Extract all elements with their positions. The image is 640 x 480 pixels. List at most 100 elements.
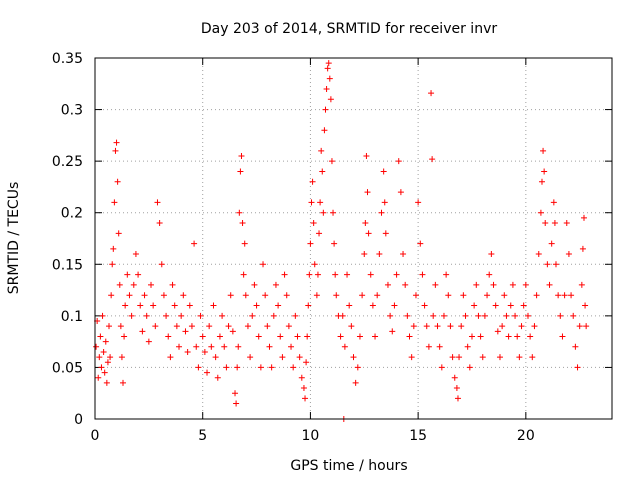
data-point — [533, 292, 540, 299]
data-point — [212, 354, 219, 361]
data-point — [544, 261, 551, 268]
data-point — [538, 178, 545, 185]
x-axis-label: GPS time / hours — [290, 458, 407, 474]
data-point — [339, 312, 346, 319]
data-point — [171, 302, 178, 309]
data-point — [512, 312, 519, 319]
data-point — [505, 333, 512, 340]
data-point — [524, 312, 531, 319]
data-point — [563, 220, 570, 227]
data-point — [106, 323, 113, 330]
data-point — [464, 343, 471, 350]
data-point — [210, 302, 217, 309]
data-point — [145, 338, 152, 345]
data-point — [120, 379, 127, 386]
data-point — [239, 220, 246, 227]
data-point — [410, 323, 417, 330]
data-point — [348, 323, 355, 330]
data-point — [516, 354, 523, 361]
data-point — [141, 292, 148, 299]
data-point — [475, 312, 482, 319]
data-point — [201, 348, 208, 355]
data-point — [178, 312, 185, 319]
data-point — [421, 302, 428, 309]
x-tick-label: 5 — [198, 428, 207, 444]
data-point — [417, 240, 424, 247]
data-point — [430, 312, 437, 319]
data-point — [391, 302, 398, 309]
data-point — [103, 379, 110, 386]
data-point — [356, 333, 363, 340]
data-point — [471, 302, 478, 309]
data-point — [235, 343, 242, 350]
data-point — [365, 230, 372, 237]
data-point — [306, 271, 313, 278]
data-point — [325, 60, 332, 67]
data-point — [389, 328, 396, 335]
data-point — [363, 152, 370, 159]
data-point — [537, 209, 544, 216]
data-point — [522, 281, 529, 288]
data-point — [406, 333, 413, 340]
data-point — [262, 292, 269, 299]
data-point — [143, 312, 150, 319]
data-point — [101, 369, 108, 376]
data-point — [565, 250, 572, 257]
data-point — [310, 220, 317, 227]
data-point — [535, 250, 542, 257]
y-axis-ticks: 0 0.05 0.1 0.15 0.2 0.25 0.3 0.35 — [52, 51, 612, 428]
data-point — [518, 323, 525, 330]
data-point — [330, 209, 337, 216]
data-point — [440, 312, 447, 319]
data-point — [327, 96, 334, 103]
data-point — [570, 312, 577, 319]
data-point — [568, 292, 575, 299]
data-point — [249, 312, 256, 319]
data-point — [121, 333, 128, 340]
data-point — [294, 333, 301, 340]
data-point — [481, 312, 488, 319]
data-point — [555, 292, 562, 299]
data-point — [109, 261, 116, 268]
data-point — [331, 240, 338, 247]
grid-lines — [95, 58, 612, 419]
data-point — [260, 261, 267, 268]
data-point — [268, 364, 275, 371]
data-point — [546, 281, 553, 288]
y-tick-label: 0.3 — [61, 103, 83, 119]
data-point — [97, 333, 104, 340]
data-point — [445, 292, 452, 299]
data-point — [234, 364, 241, 371]
data-point — [167, 354, 174, 361]
data-point — [443, 271, 450, 278]
data-point — [460, 292, 467, 299]
data-point — [540, 147, 547, 154]
data-point — [233, 400, 240, 407]
data-point — [308, 199, 315, 206]
data-point — [346, 302, 353, 309]
data-point — [384, 281, 391, 288]
data-point — [288, 343, 295, 350]
data-point — [447, 323, 454, 330]
data-point — [279, 354, 286, 361]
data-point — [397, 189, 404, 196]
data-point — [232, 390, 239, 397]
data-point — [137, 302, 144, 309]
data-point — [387, 312, 394, 319]
data-point — [477, 333, 484, 340]
data-point — [548, 240, 555, 247]
data-point — [139, 328, 146, 335]
data-point — [275, 302, 282, 309]
data-point — [199, 333, 206, 340]
y-tick-label: 0 — [74, 412, 83, 428]
data-point — [341, 343, 348, 350]
data-point — [582, 302, 589, 309]
data-point — [126, 292, 133, 299]
data-point — [408, 354, 415, 361]
y-tick-label: 0.25 — [52, 154, 83, 170]
x-tick-label: 10 — [302, 428, 320, 444]
x-tick-label: 20 — [517, 428, 535, 444]
data-point — [173, 323, 180, 330]
data-point — [520, 302, 527, 309]
data-point — [104, 359, 111, 366]
